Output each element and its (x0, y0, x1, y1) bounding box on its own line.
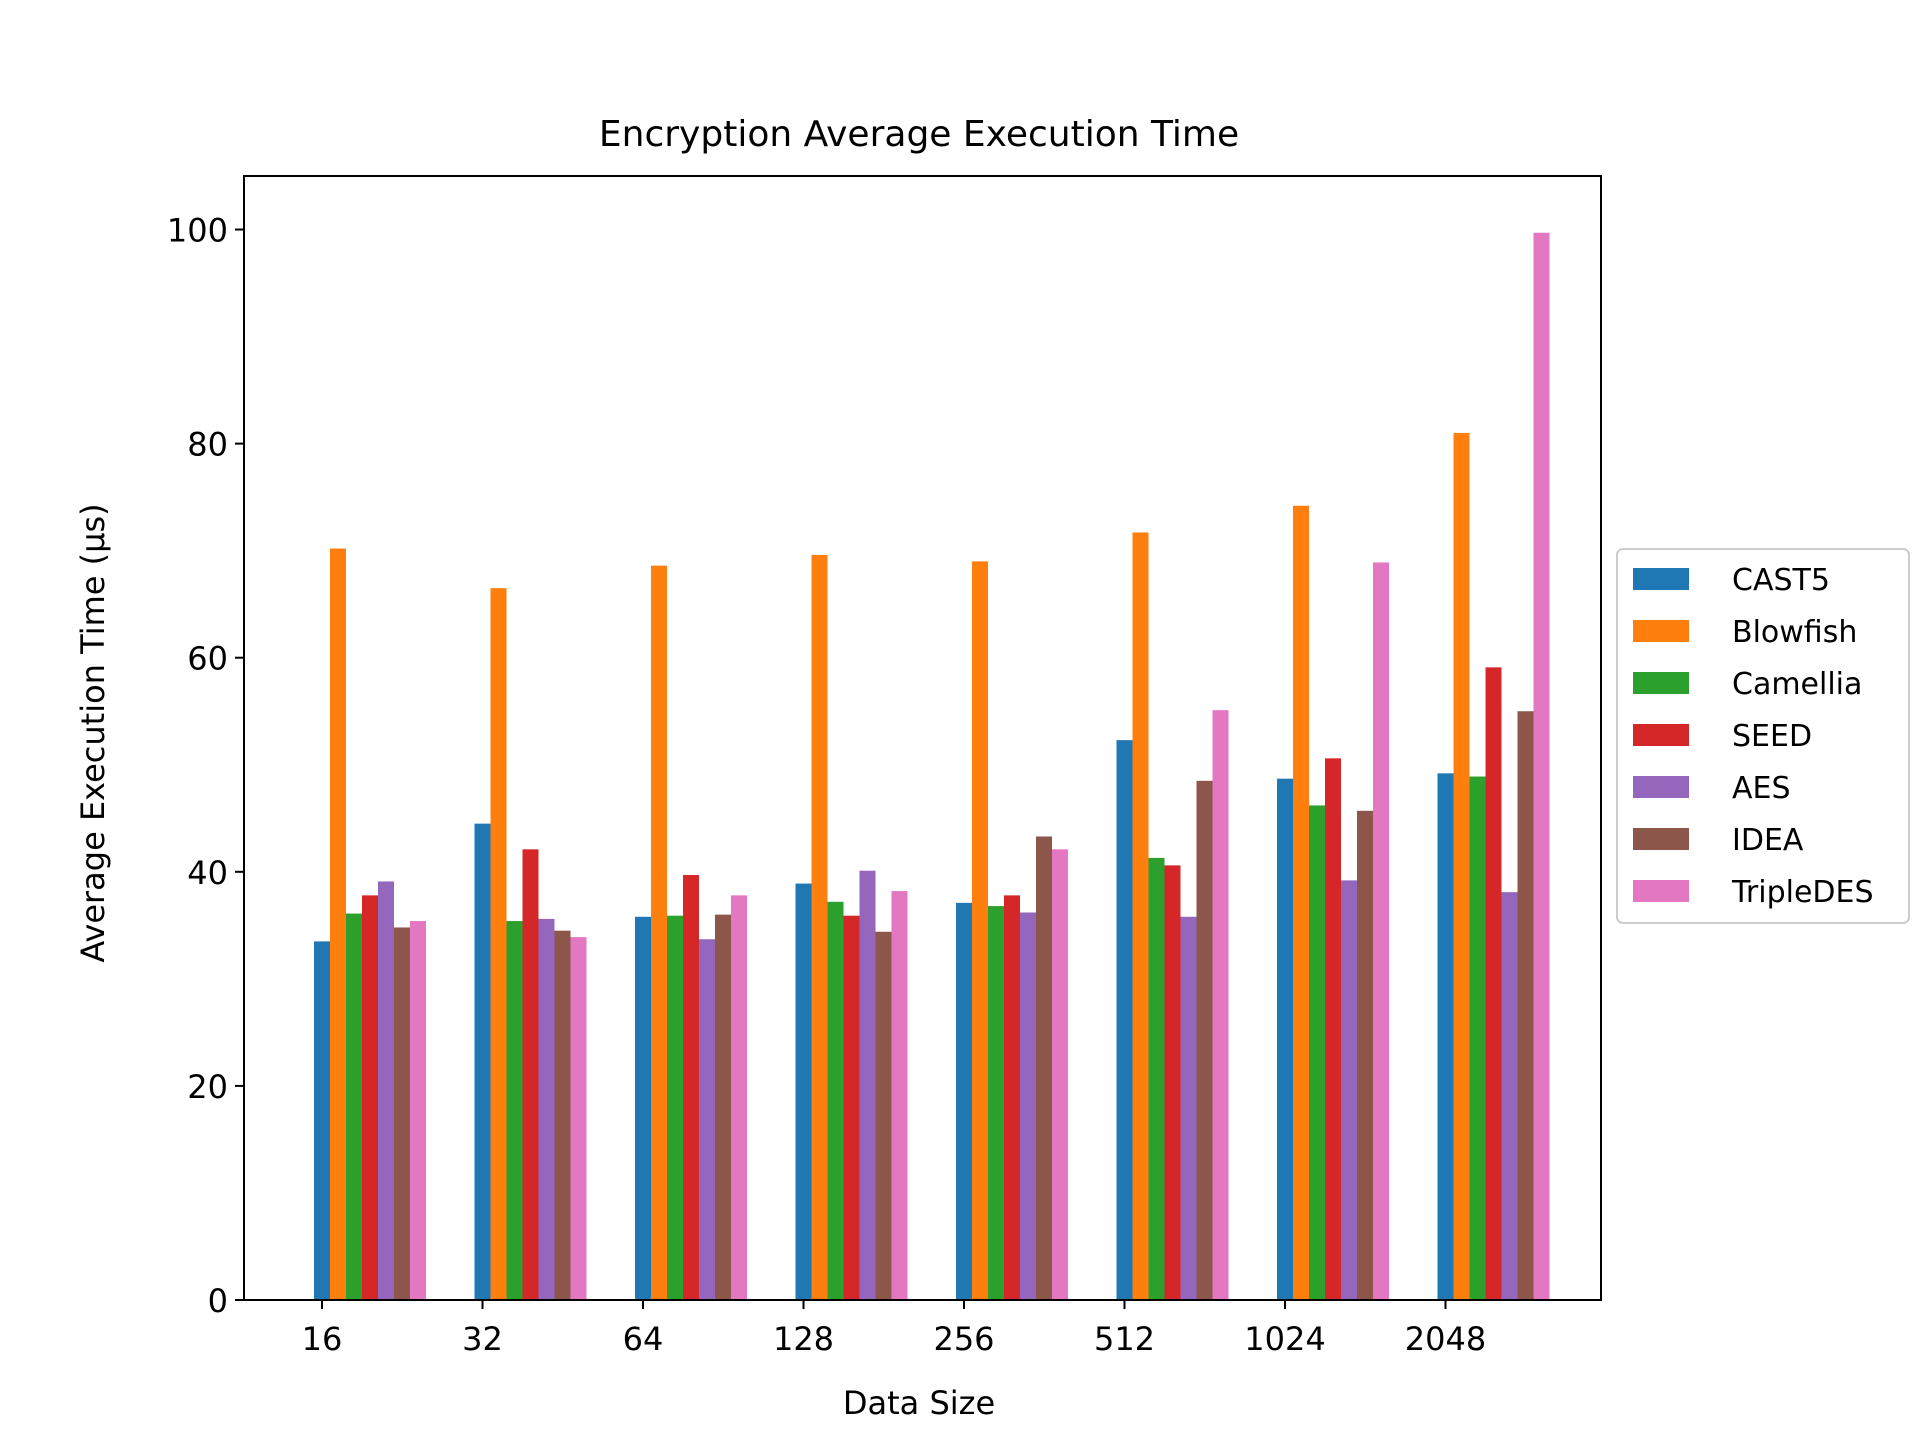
bar-blowfish-16 (330, 548, 346, 1300)
y-tick-label: 20 (187, 1068, 228, 1106)
legend-label-blowfish: Blowfish (1732, 615, 1857, 650)
bars (314, 232, 1550, 1301)
bar-seed-16 (362, 895, 378, 1300)
legend-box (1616, 548, 1910, 924)
bar-aes-64 (699, 939, 715, 1300)
bar-blowfish-128 (811, 554, 828, 1300)
legend-label-tripledes: TripleDES (1731, 875, 1874, 910)
x-axis-ticks: 16 32 64 128 256 512 1024 2048 (302, 1300, 1486, 1358)
bar-cast5-512 (1116, 740, 1133, 1300)
bar-idea-64 (715, 914, 731, 1300)
bar-idea-1024 (1357, 810, 1373, 1300)
bar-camellia-64 (667, 915, 683, 1300)
bar-blowfish-64 (651, 565, 667, 1300)
y-axis-ticks: 0 20 40 60 80 100 (167, 212, 244, 1320)
y-tick-label: 0 (208, 1282, 228, 1320)
legend-swatch-aes (1633, 776, 1689, 798)
bar-aes-256 (1020, 912, 1036, 1300)
bar-aes-32 (538, 918, 555, 1300)
bar-tripledes-2048 (1533, 232, 1550, 1301)
bar-camellia-256 (988, 906, 1004, 1300)
plot-frame (243, 175, 1602, 1301)
bar-seed-32 (522, 849, 539, 1300)
bar-aes-16 (378, 881, 394, 1300)
bar-tripledes-64 (731, 895, 747, 1300)
bar-tripledes-16 (410, 921, 426, 1300)
x-tick-label: 128 (773, 1320, 834, 1358)
bar-blowfish-256 (972, 561, 988, 1300)
bar-blowfish-32 (490, 588, 507, 1300)
bar-cast5-256 (956, 902, 972, 1300)
bar-idea-256 (1036, 836, 1052, 1300)
bar-idea-512 (1196, 780, 1213, 1300)
bar-camellia-32 (506, 921, 523, 1300)
bar-blowfish-512 (1132, 532, 1149, 1300)
chart-title: Encryption Average Execution Time (599, 114, 1239, 155)
legend-swatch-cast5 (1633, 568, 1689, 590)
y-tick-label: 80 (187, 426, 228, 464)
bar-idea-128 (875, 931, 892, 1300)
bar-idea-2048 (1517, 711, 1534, 1300)
bar-camellia-128 (827, 901, 844, 1300)
bar-blowfish-2048 (1453, 432, 1470, 1300)
x-tick-label: 256 (933, 1320, 994, 1358)
legend-swatch-idea (1633, 828, 1689, 850)
x-tick-label: 16 (302, 1320, 343, 1358)
legend-swatch-camellia (1633, 672, 1689, 694)
bar-aes-512 (1180, 916, 1197, 1300)
bar-cast5-128 (795, 883, 812, 1300)
x-tick-label: 32 (462, 1320, 503, 1358)
bar-seed-64 (683, 875, 699, 1300)
bar-aes-1024 (1341, 880, 1357, 1300)
bar-seed-128 (843, 915, 860, 1300)
legend-label-aes: AES (1732, 771, 1791, 806)
bar-tripledes-512 (1212, 710, 1229, 1300)
bar-tripledes-128 (891, 891, 908, 1300)
bar-tripledes-32 (570, 937, 587, 1300)
legend-label-idea: IDEA (1732, 823, 1804, 858)
bar-aes-128 (859, 870, 876, 1300)
legend-label-camellia: Camellia (1732, 667, 1862, 702)
x-tick-label: 2048 (1405, 1320, 1486, 1358)
bar-cast5-1024 (1277, 778, 1293, 1300)
bar-cast5-2048 (1437, 773, 1454, 1300)
bar-cast5-32 (474, 823, 491, 1300)
legend: CAST5 Blowfish Camellia SEED AES IDEA TripleDE… (1616, 548, 1910, 924)
bar-camellia-1024 (1309, 805, 1325, 1300)
y-tick-label: 100 (167, 212, 228, 250)
x-tick-label: 64 (623, 1320, 664, 1358)
bar-camellia-2048 (1469, 776, 1486, 1300)
bar-seed-256 (1004, 895, 1020, 1300)
bar-tripledes-256 (1052, 849, 1068, 1300)
legend-label-cast5: CAST5 (1732, 563, 1830, 598)
legend-swatch-blowfish (1633, 620, 1689, 642)
bar-camellia-16 (346, 913, 362, 1300)
x-tick-label: 512 (1094, 1320, 1155, 1358)
y-axis-label: Average Execution Time (µs) (74, 503, 112, 962)
bar-camellia-512 (1148, 857, 1165, 1300)
legend-swatch-seed (1633, 724, 1689, 746)
bar-blowfish-1024 (1293, 505, 1309, 1300)
bar-tripledes-1024 (1373, 562, 1389, 1300)
bar-seed-1024 (1325, 758, 1341, 1300)
legend-label-seed: SEED (1732, 719, 1812, 754)
x-tick-label: 1024 (1244, 1320, 1325, 1358)
y-tick-label: 60 (187, 640, 228, 678)
bar-seed-512 (1164, 865, 1181, 1300)
legend-swatch-tripledes (1633, 880, 1689, 902)
y-tick-label: 40 (187, 854, 228, 892)
bar-idea-32 (554, 930, 571, 1300)
bar-cast5-64 (635, 916, 651, 1300)
bar-aes-2048 (1501, 892, 1518, 1300)
bar-cast5-16 (314, 941, 330, 1300)
x-axis-label: Data Size (843, 1384, 995, 1422)
bar-seed-2048 (1485, 667, 1502, 1300)
bar-idea-16 (394, 927, 410, 1300)
